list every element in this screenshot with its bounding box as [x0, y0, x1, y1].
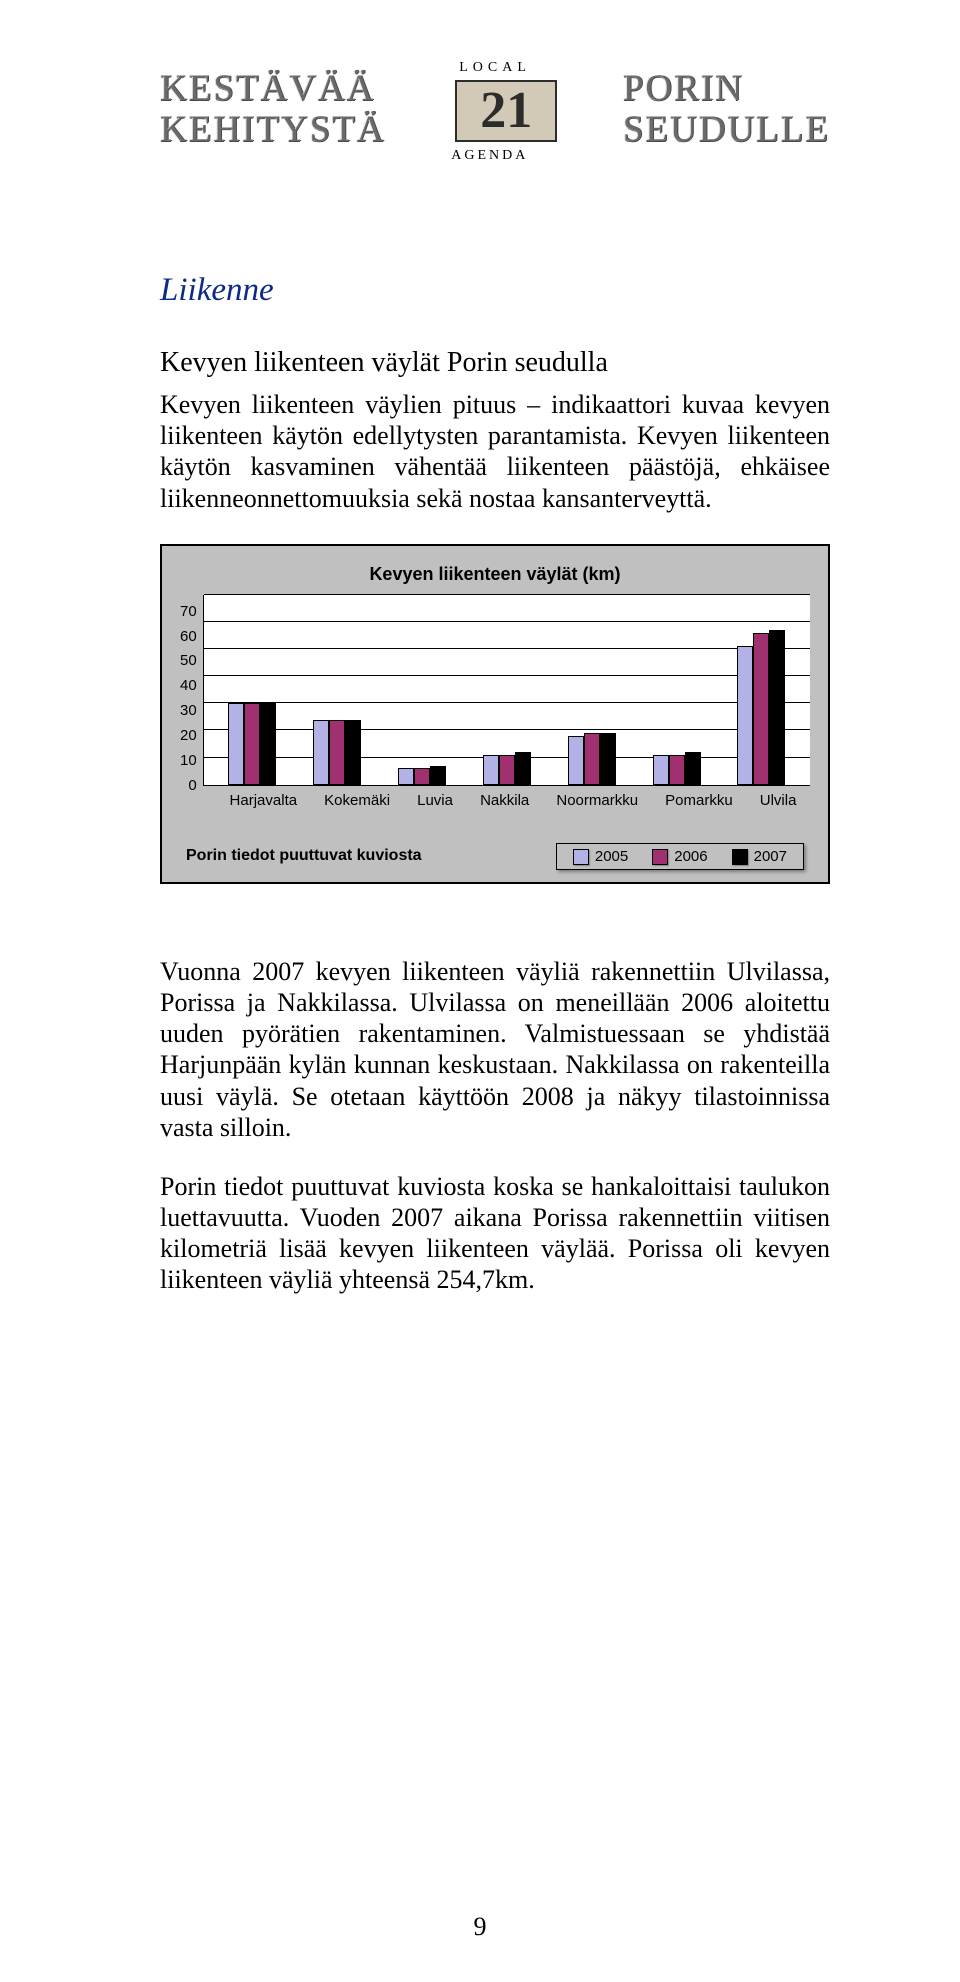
bar-group — [398, 766, 446, 785]
bar-group — [568, 733, 616, 785]
plot-area — [203, 595, 810, 786]
legend-swatch — [732, 849, 748, 865]
legend-item: 2005 — [573, 848, 628, 865]
legend-note: Porin tiedot puuttuvat kuviosta — [186, 847, 422, 865]
bar — [313, 720, 329, 785]
gridline — [204, 729, 810, 730]
y-axis-labels: 706050403020100 — [180, 595, 197, 786]
x-tick-label: Kokemäki — [324, 792, 390, 809]
bar — [737, 646, 753, 784]
bar — [398, 768, 414, 784]
bar — [653, 755, 669, 785]
banner-left-text: KESTÄVÄÄ KEHITYSTÄ — [160, 69, 386, 150]
banner-left-line1: KESTÄVÄÄ — [160, 68, 375, 109]
bar — [414, 768, 430, 784]
gridline — [204, 675, 810, 676]
x-tick-label: Noormarkku — [556, 792, 638, 809]
bar — [483, 755, 499, 785]
bar — [499, 755, 515, 785]
paragraph-3: Porin tiedot puuttuvat kuviosta koska se… — [160, 1171, 830, 1296]
bar — [228, 703, 244, 784]
legend-label: 2005 — [595, 848, 628, 865]
legend-swatch — [652, 849, 668, 865]
y-tick-label: 50 — [180, 652, 197, 669]
gridline — [204, 594, 810, 595]
page-number: 9 — [0, 1912, 960, 1942]
bar — [430, 766, 446, 785]
y-tick-label: 0 — [180, 777, 197, 794]
legend-row: Porin tiedot puuttuvat kuviosta 2005 2006… — [180, 843, 810, 870]
plot-row: 706050403020100 — [180, 595, 810, 786]
legend-swatch — [573, 849, 589, 865]
logo-top-text: LOCAL — [459, 60, 531, 76]
x-tick-label: Harjavalta — [230, 792, 298, 809]
bar — [584, 733, 600, 785]
bar — [329, 720, 345, 785]
banner-left-line2: KEHITYSTÄ — [160, 109, 386, 150]
header-banner: KESTÄVÄÄ KEHITYSTÄ LOCAL 21 AGENDA PORIN… — [160, 58, 830, 162]
legend-item: 2006 — [652, 848, 707, 865]
bar — [244, 703, 260, 784]
x-tick-label: Pomarkku — [665, 792, 733, 809]
y-tick-label: 70 — [180, 603, 197, 620]
banner-right-text: PORIN SEUDULLE — [623, 69, 830, 150]
page: KESTÄVÄÄ KEHITYSTÄ LOCAL 21 AGENDA PORIN… — [0, 0, 960, 1982]
sub-heading: Kevyen liikenteen väylät Porin seudulla — [160, 347, 830, 379]
gridline — [204, 621, 810, 622]
y-tick-label: 20 — [180, 727, 197, 744]
y-tick-label: 40 — [180, 677, 197, 694]
legend-label: 2006 — [674, 848, 707, 865]
bar — [769, 630, 785, 785]
banner-right-line1: PORIN — [623, 68, 744, 109]
logo-number: 21 — [480, 85, 532, 137]
banner-right-line2: SEUDULLE — [623, 109, 830, 150]
bar-group — [228, 703, 276, 784]
gridline — [204, 648, 810, 649]
y-tick-label: 30 — [180, 702, 197, 719]
section-title: Liikenne — [160, 272, 830, 309]
x-tick-label: Luvia — [417, 792, 453, 809]
chart-title: Kevyen liikenteen väylät (km) — [180, 564, 810, 585]
legend-item: 2007 — [732, 848, 787, 865]
x-axis-labels: Harjavalta Kokemäki Luvia Nakkila Noormarkku… — [216, 792, 810, 809]
legend-box: 2005 2006 2007 — [556, 843, 804, 870]
gridline — [204, 702, 810, 703]
bar — [685, 752, 701, 785]
paragraph-1: Kevyen liikenteen väylien pituus – indik… — [160, 389, 830, 514]
paragraph-2: Vuonna 2007 kevyen liikenteen väyliä rak… — [160, 956, 830, 1143]
bar — [600, 733, 616, 785]
agenda-logo: LOCAL 21 AGENDA — [447, 58, 561, 162]
x-tick-label: Nakkila — [480, 792, 529, 809]
bar — [345, 720, 361, 785]
bar — [753, 633, 769, 785]
y-tick-label: 10 — [180, 752, 197, 769]
bar — [669, 755, 685, 785]
bar — [568, 736, 584, 785]
legend-label: 2007 — [754, 848, 787, 865]
bar-group — [653, 752, 701, 785]
logo-bottom-text: AGENDA — [451, 148, 528, 164]
bar-group — [737, 630, 785, 785]
x-tick-label: Ulvila — [760, 792, 797, 809]
bar — [515, 752, 531, 785]
y-tick-label: 60 — [180, 628, 197, 645]
bar — [260, 703, 276, 784]
bar-chart: Kevyen liikenteen väylät (km) 70 60 50 40 30… — [160, 544, 830, 884]
bar-group — [313, 720, 361, 785]
logo-box: 21 — [455, 80, 557, 142]
bar-group — [483, 752, 531, 785]
